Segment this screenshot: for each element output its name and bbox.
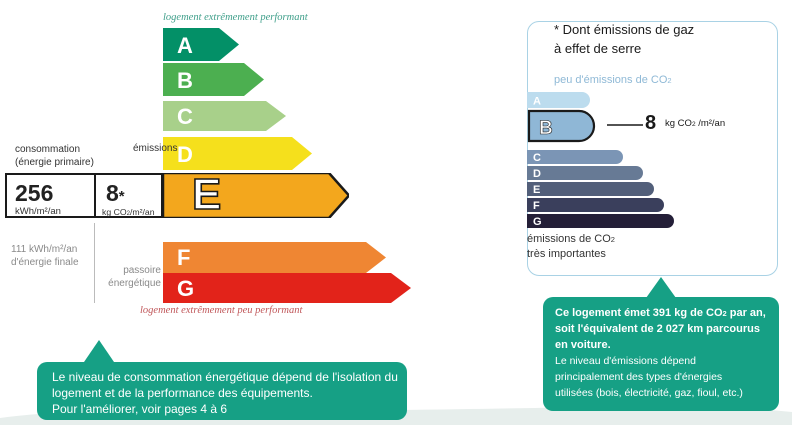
svg-text:soit l'équivalent de 2 027 km: soit l'équivalent de 2 027 km parcourus <box>555 323 760 335</box>
svg-text:principalement des types d'éne: principalement des types d'énergies <box>555 371 722 383</box>
svg-text:utilisées (bois, électricité,: utilisées (bois, électricité, gaz, fioul… <box>555 387 743 399</box>
svg-text:en voiture.: en voiture. <box>555 339 611 351</box>
svg-text:Ce logement émet 391 kg de CO2: Ce logement émet 391 kg de CO2 par an, <box>555 307 766 319</box>
svg-text:Le niveau d'émissions dépend: Le niveau d'émissions dépend <box>555 355 696 367</box>
